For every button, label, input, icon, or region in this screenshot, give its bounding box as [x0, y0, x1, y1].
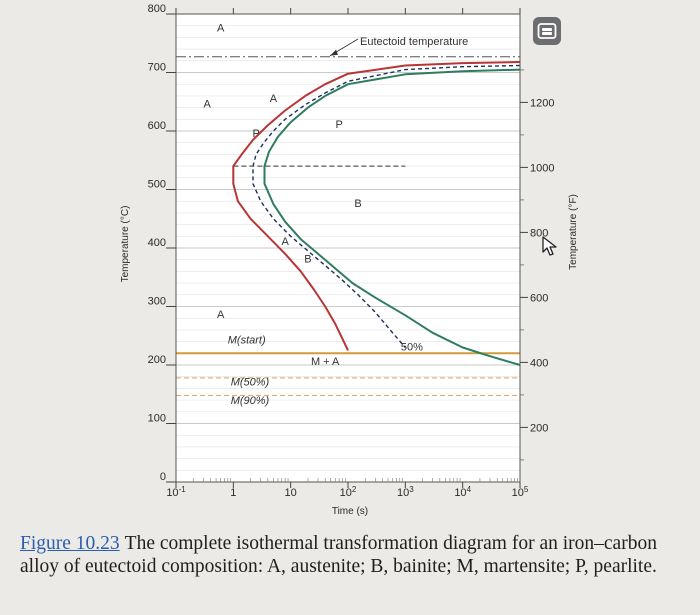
x-tick-label: 103 — [397, 485, 414, 499]
region-annotation: M(start) — [228, 334, 266, 346]
region-annotation: A — [217, 23, 225, 35]
y-tick-label: 600 — [148, 120, 166, 132]
x-axis-label: Time (s) — [332, 506, 368, 517]
region-annotation: A — [281, 236, 289, 248]
region-annotation: A — [217, 309, 225, 321]
region-annotation: A — [204, 99, 212, 111]
x-tick-label: 102 — [340, 485, 357, 499]
figure-caption: Figure 10.23 The complete isothermal tran… — [20, 532, 690, 578]
right-tick-label: 1200 — [530, 97, 554, 109]
right-tick-label: 1000 — [530, 162, 554, 174]
x-tick-label: 105 — [512, 485, 529, 499]
right-tick-label: 200 — [530, 422, 548, 434]
y-tick-label: 0 — [160, 471, 166, 483]
right-tick-label: 800 — [530, 227, 548, 239]
x-tick-label: 1 — [230, 487, 236, 499]
picture-in-picture-icon — [537, 23, 557, 39]
ttt-diagram: 0 100 200 300 400 500 600 700 800 200 400 600 800 100… — [120, 3, 579, 517]
region-annotation: P — [252, 128, 259, 140]
y-tick-label: 800 — [148, 3, 166, 15]
x-tick-label: 104 — [454, 485, 471, 499]
picture-in-picture-button[interactable] — [533, 17, 561, 45]
region-annotation: M(90%) — [231, 395, 270, 407]
y-tick-label: 300 — [148, 296, 166, 308]
region-annotation: B — [304, 254, 311, 266]
eutectoid-temperature-label: Eutectoid temperature — [360, 36, 468, 48]
eutectoid-leader-arrowhead — [330, 49, 338, 56]
right-tick-label: 400 — [530, 357, 548, 369]
x-tick-label: 10-1 — [166, 485, 186, 499]
y-tick-label: 700 — [148, 62, 166, 74]
y-tick-label: 100 — [148, 413, 166, 425]
y-tick-label: 400 — [148, 237, 166, 249]
y-axis-right-label: Temperature (°F) — [568, 194, 579, 270]
region-annotation: P — [335, 119, 342, 131]
region-annotation: A — [270, 93, 278, 105]
y-axis-label: Temperature (°C) — [120, 206, 131, 283]
y-tick-label: 500 — [148, 179, 166, 191]
caption-text: The complete isothermal transformation d… — [20, 533, 657, 577]
figure-reference-link[interactable]: Figure 10.23 — [20, 533, 120, 554]
right-tick-label: 600 — [530, 292, 548, 304]
region-annotation: M + A — [311, 356, 340, 368]
mouse-pointer-icon — [541, 235, 561, 264]
region-annotation: 50% — [401, 341, 423, 353]
series-line-start — [232, 61, 521, 351]
region-annotation: M(50%) — [231, 376, 270, 388]
chart-canvas: 0 100 200 300 400 500 600 700 800 200 400 600 800 100… — [120, 3, 579, 517]
y-tick-label: 200 — [148, 354, 166, 366]
region-annotation: B — [354, 198, 361, 210]
series-line-finish — [263, 68, 521, 366]
x-tick-label: 10 — [285, 487, 297, 499]
